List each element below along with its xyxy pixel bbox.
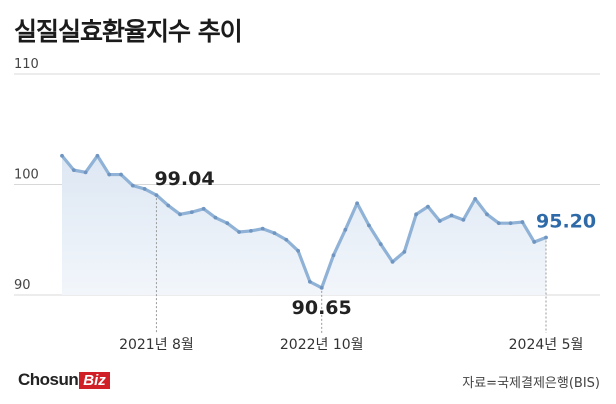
data-point [308,279,312,284]
source-note: 자료=국제결제은행(BIS) [462,376,600,391]
data-point [378,242,383,247]
data-point [60,153,64,158]
data-point [473,196,478,201]
value-annotation: 95.20 [536,211,596,233]
data-point [95,153,100,158]
label-layer: 2021년 8월 2022년 10월 2024년 5월 99.04 90.65 95.20 [119,168,596,353]
data-point [272,231,277,236]
data-point [485,212,489,217]
data-point [520,220,525,224]
data-point [237,230,241,234]
y-tick-label-100: 100 [14,168,39,183]
data-point [390,259,395,264]
data-point [296,248,300,253]
x-tick-label: 2022년 10월 [280,337,364,353]
data-point [83,170,88,175]
data-point [213,215,218,220]
data-point [426,204,430,209]
data-point [225,221,230,226]
data-point [414,212,419,217]
data-point [166,203,171,208]
data-point [355,201,360,206]
data-point [154,193,159,198]
brand-main: Chosun [18,370,79,389]
data-point [142,187,147,191]
data-point [508,221,513,226]
data-point [343,227,348,232]
data-point [331,253,336,258]
data-point [107,172,112,177]
x-tick-label: 2024년 5월 [509,337,584,353]
data-point [319,285,324,290]
chart-title: 실질실효환율지수 추이 [14,17,243,46]
data-point [178,212,182,217]
data-point [449,213,454,218]
data-point [119,172,123,177]
y-tick-label-110: 110 [14,57,39,72]
data-point [260,226,265,231]
data-point [201,206,206,211]
data-point [189,210,194,215]
data-point [437,219,442,223]
data-point [367,223,371,228]
data-point [532,240,537,244]
data-point [248,229,253,233]
brand-logo: Chosun Biz [18,370,110,390]
value-annotation: 90.65 [292,297,352,319]
brand-accent: Biz [79,371,110,389]
data-point [284,237,289,242]
area-layer [62,155,546,295]
series-line [60,154,548,290]
data-point [71,168,76,173]
data-point [402,250,407,254]
y-tick-label-90: 90 [14,278,31,293]
x-tick-label: 2021년 8월 [119,337,194,353]
data-point [496,221,501,226]
value-annotation: 99.04 [154,168,214,190]
data-point [544,235,548,240]
line-layer [60,154,548,290]
marker-layer [60,153,548,290]
data-point [461,217,466,222]
series-area [62,155,546,295]
data-point [130,183,135,188]
